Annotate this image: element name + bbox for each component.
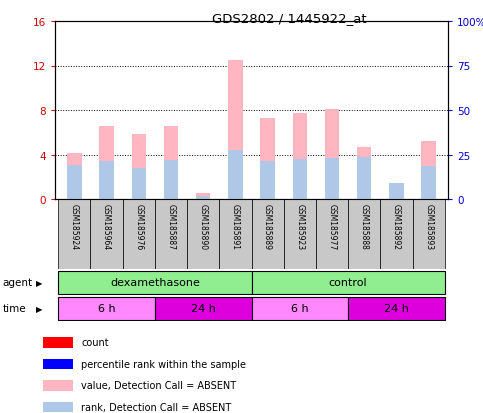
Bar [43, 359, 73, 369]
Text: GSM185976: GSM185976 [134, 203, 143, 249]
Bar [196, 193, 211, 199]
Bar [389, 184, 404, 199]
Bar [389, 188, 404, 199]
Text: 6 h: 6 h [98, 304, 115, 314]
Bar [131, 169, 146, 199]
Text: GSM185893: GSM185893 [424, 203, 433, 249]
Text: percentile rank within the sample: percentile rank within the sample [81, 359, 246, 369]
Bar [325, 159, 339, 199]
Bar [412, 199, 445, 269]
Bar [67, 154, 82, 199]
Bar [196, 196, 211, 199]
Bar [99, 162, 114, 199]
Text: GSM185892: GSM185892 [392, 203, 401, 249]
Bar [43, 402, 73, 412]
Bar [155, 199, 187, 269]
Bar [90, 199, 123, 269]
Bar [348, 297, 445, 320]
Text: control: control [329, 278, 368, 288]
Bar [164, 161, 178, 199]
Bar [131, 135, 146, 199]
Text: GSM185889: GSM185889 [263, 203, 272, 249]
Text: ▶: ▶ [36, 278, 43, 287]
Text: count: count [81, 338, 109, 348]
Bar [155, 297, 252, 320]
Bar [187, 199, 219, 269]
Text: GDS2802 / 1445922_at: GDS2802 / 1445922_at [212, 12, 366, 25]
Text: GSM185964: GSM185964 [102, 203, 111, 249]
Bar [164, 126, 178, 199]
Bar [219, 199, 252, 269]
Bar [422, 166, 436, 199]
Bar [252, 297, 348, 320]
Bar [228, 61, 242, 199]
Text: 24 h: 24 h [191, 304, 215, 314]
Text: GSM185887: GSM185887 [167, 203, 175, 249]
Bar [316, 199, 348, 269]
Bar [348, 199, 380, 269]
Text: GSM185977: GSM185977 [327, 203, 337, 249]
Bar [58, 272, 252, 294]
Bar [380, 199, 412, 269]
Text: agent: agent [2, 278, 32, 288]
Text: rank, Detection Call = ABSENT: rank, Detection Call = ABSENT [81, 402, 231, 412]
Text: GSM185890: GSM185890 [199, 203, 208, 249]
Bar [123, 199, 155, 269]
Bar [43, 337, 73, 348]
Bar [58, 199, 90, 269]
Bar [293, 114, 307, 199]
Bar [252, 199, 284, 269]
Bar [422, 142, 436, 199]
Text: value, Detection Call = ABSENT: value, Detection Call = ABSENT [81, 380, 236, 391]
Bar [357, 147, 371, 199]
Text: GSM185888: GSM185888 [360, 203, 369, 249]
Text: 6 h: 6 h [291, 304, 309, 314]
Text: dexamethasone: dexamethasone [110, 278, 200, 288]
Bar [228, 151, 242, 199]
Bar [58, 297, 155, 320]
Bar [260, 119, 275, 199]
Bar [293, 159, 307, 199]
Bar [99, 126, 114, 199]
Text: time: time [2, 304, 26, 314]
Text: GSM185891: GSM185891 [231, 203, 240, 249]
Text: ▶: ▶ [36, 304, 43, 313]
Bar [325, 109, 339, 199]
Bar [252, 272, 445, 294]
Text: GSM185924: GSM185924 [70, 203, 79, 249]
Bar [43, 380, 73, 391]
Bar [357, 157, 371, 199]
Text: GSM185923: GSM185923 [295, 203, 304, 249]
Bar [67, 165, 82, 199]
Text: 24 h: 24 h [384, 304, 409, 314]
Bar [260, 162, 275, 199]
Bar [284, 199, 316, 269]
